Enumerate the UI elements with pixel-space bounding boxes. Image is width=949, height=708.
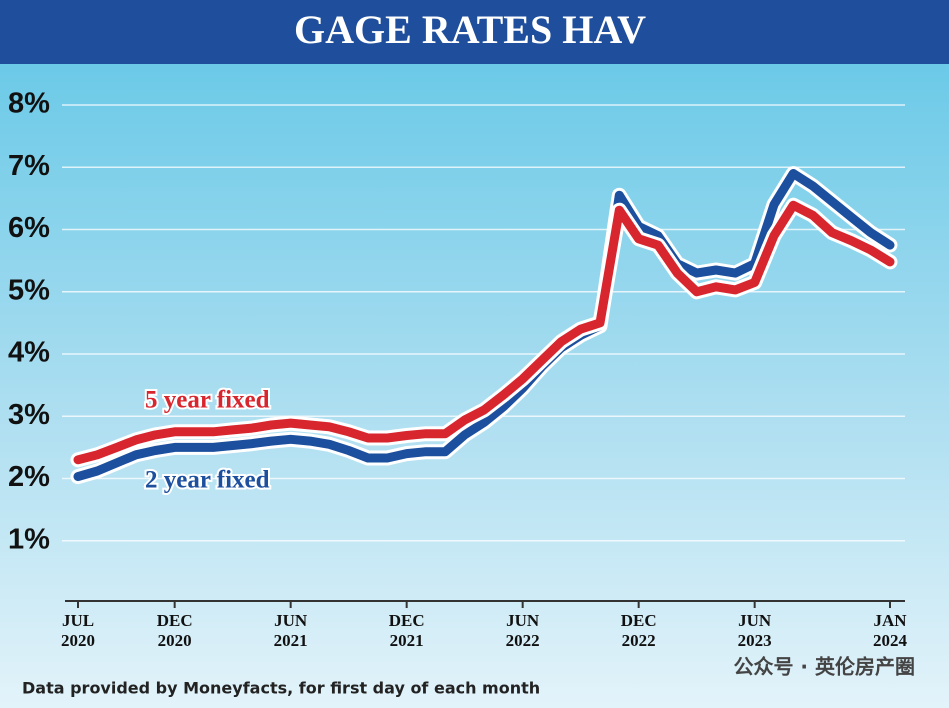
y-tick-label: 1%: [8, 523, 50, 555]
title-banner: [0, 0, 949, 64]
footnote: Data provided by Moneyfacts, for first d…: [22, 679, 540, 698]
y-tick-label: 8%: [8, 88, 50, 120]
line: [73, 200, 895, 465]
x-tick-label: DEC 2022: [621, 611, 657, 650]
y-tick-label: 3%: [8, 399, 50, 431]
y-tick-label: 6%: [8, 212, 50, 244]
legend-label: 5 year fixed: [145, 387, 270, 414]
x-tick-label: JUL 2020: [61, 611, 95, 650]
x-tick-label: JUN 2023: [738, 611, 772, 650]
y-tick-label: 7%: [8, 150, 50, 182]
watermark: 公众号 · 英伦房产圈: [733, 655, 915, 679]
y-tick-label: 2%: [8, 461, 50, 493]
x-tick-label: JUN 2022: [506, 611, 540, 650]
x-tick-label: DEC 2020: [157, 611, 193, 650]
x-tick-label: JAN 2024: [873, 611, 908, 650]
chart-title: GAGE RATES HAV: [294, 7, 646, 52]
y-tick-label: 5%: [8, 274, 50, 306]
x-tick-label: DEC 2021: [389, 611, 425, 650]
legend-label: 2 year fixed: [145, 467, 270, 494]
x-tick-label: JUN 2021: [274, 611, 308, 650]
y-tick-label: 4%: [8, 337, 50, 369]
